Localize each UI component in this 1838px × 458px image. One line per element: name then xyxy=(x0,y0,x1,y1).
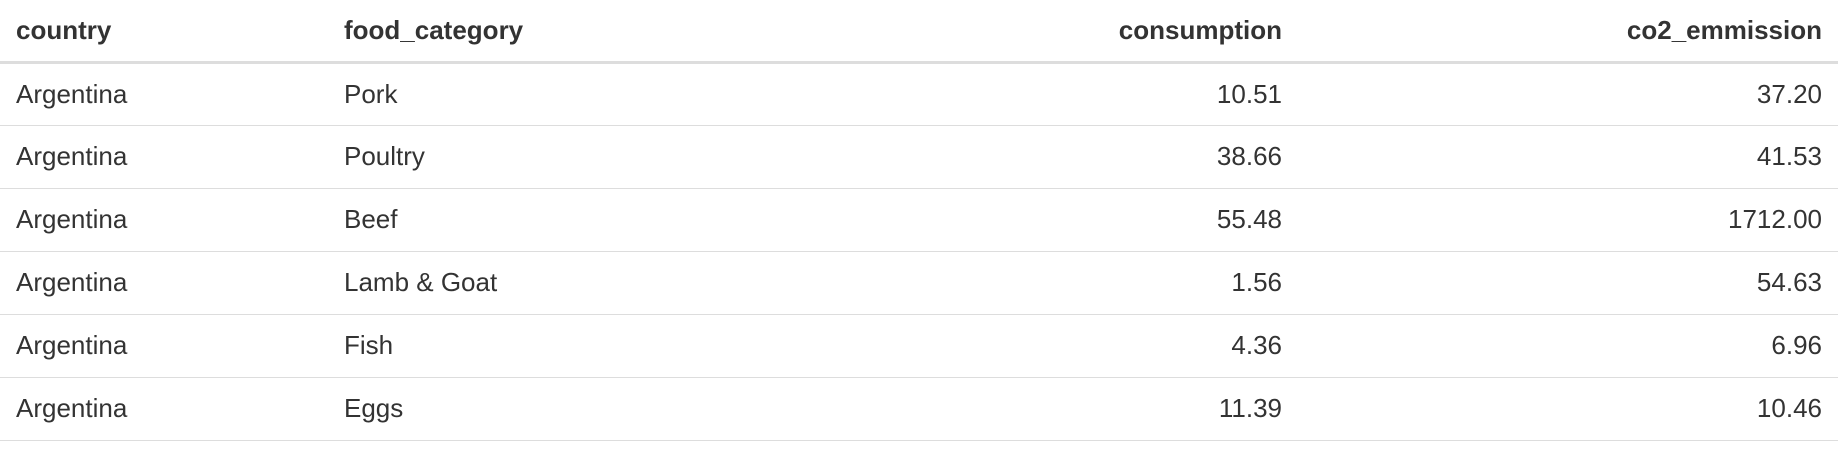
header-row: country food_category consumption co2_em… xyxy=(0,0,1838,64)
cell-food-category: Pork xyxy=(328,62,808,126)
cell-co2-emmission: 54.63 xyxy=(1298,251,1838,315)
cell-co2-emmission: 6.96 xyxy=(1298,314,1838,378)
column-header-co2-emmission: co2_emmission xyxy=(1298,0,1838,64)
table-row: Argentina Eggs 11.39 10.46 xyxy=(0,377,1838,441)
cell-country: Argentina xyxy=(0,62,328,126)
table-row: Argentina Pork 10.51 37.20 xyxy=(0,62,1838,126)
table-row: Argentina Beef 55.48 1712.00 xyxy=(0,188,1838,252)
table-row: Argentina Lamb & Goat 1.56 54.63 xyxy=(0,251,1838,315)
cell-consumption: 4.36 xyxy=(808,314,1298,378)
table-body: Argentina Pork 10.51 37.20 Argentina Pou… xyxy=(0,62,1838,441)
cell-consumption: 10.51 xyxy=(808,62,1298,126)
cell-consumption: 38.66 xyxy=(808,125,1298,189)
column-header-consumption: consumption xyxy=(808,0,1298,64)
column-header-country: country xyxy=(0,0,328,64)
cell-food-category: Fish xyxy=(328,314,808,378)
cell-food-category: Poultry xyxy=(328,125,808,189)
cell-country: Argentina xyxy=(0,314,328,378)
table-row: Argentina Fish 4.36 6.96 xyxy=(0,314,1838,378)
cell-co2-emmission: 37.20 xyxy=(1298,62,1838,126)
cell-country: Argentina xyxy=(0,125,328,189)
cell-consumption: 11.39 xyxy=(808,377,1298,441)
data-table-container: country food_category consumption co2_em… xyxy=(0,0,1838,441)
cell-consumption: 55.48 xyxy=(808,188,1298,252)
column-header-food-category: food_category xyxy=(328,0,808,64)
cell-country: Argentina xyxy=(0,251,328,315)
cell-co2-emmission: 10.46 xyxy=(1298,377,1838,441)
cell-co2-emmission: 41.53 xyxy=(1298,125,1838,189)
cell-country: Argentina xyxy=(0,188,328,252)
cell-consumption: 1.56 xyxy=(808,251,1298,315)
table-header: country food_category consumption co2_em… xyxy=(0,0,1838,64)
table-row: Argentina Poultry 38.66 41.53 xyxy=(0,125,1838,189)
data-table: country food_category consumption co2_em… xyxy=(0,0,1838,441)
cell-co2-emmission: 1712.00 xyxy=(1298,188,1838,252)
cell-food-category: Lamb & Goat xyxy=(328,251,808,315)
cell-food-category: Beef xyxy=(328,188,808,252)
cell-country: Argentina xyxy=(0,377,328,441)
cell-food-category: Eggs xyxy=(328,377,808,441)
